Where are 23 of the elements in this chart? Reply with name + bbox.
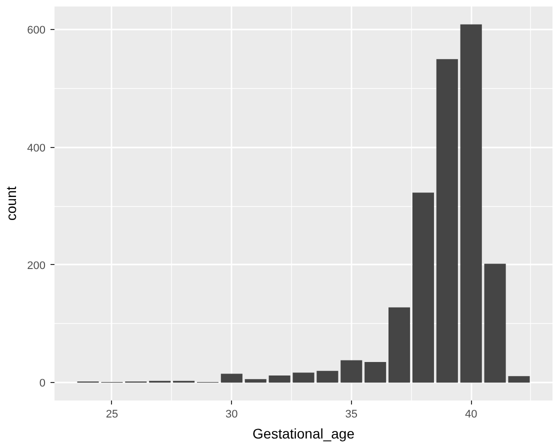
bar	[220, 374, 242, 383]
bar	[340, 360, 362, 383]
bar	[364, 362, 386, 383]
y-axis-title: count	[3, 186, 20, 221]
x-tick-label: 30	[226, 408, 238, 420]
x-axis-title: Gestational_age	[252, 426, 355, 442]
y-tick-label: 400	[27, 142, 46, 154]
bar	[292, 372, 314, 383]
y-tick-label: 0	[39, 378, 46, 390]
bar	[268, 376, 290, 383]
x-tick-label: 25	[106, 408, 118, 420]
bar	[316, 370, 338, 383]
bar	[412, 192, 434, 383]
bar	[388, 307, 410, 383]
x-tick-label: 40	[464, 408, 478, 420]
bar	[460, 24, 482, 383]
bar	[436, 59, 458, 383]
bar	[484, 264, 506, 383]
bar	[508, 376, 530, 383]
bar	[244, 379, 266, 383]
y-tick-label: 200	[27, 260, 46, 272]
y-tick-label: 600	[27, 24, 46, 37]
x-tick-label: 35	[345, 408, 358, 420]
